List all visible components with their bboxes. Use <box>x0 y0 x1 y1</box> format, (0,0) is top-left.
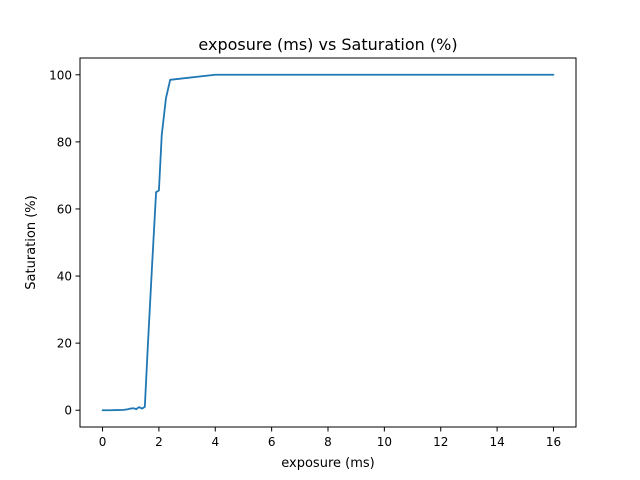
y-tick-label: 20 <box>57 337 72 351</box>
x-axis: 0 2 4 6 8 10 12 14 16 <box>99 427 561 449</box>
y-axis: 0 20 40 60 80 100 <box>49 68 80 418</box>
series-line-0 <box>101 73 555 412</box>
y-tick-label: 80 <box>57 135 72 149</box>
x-tick-label: 6 <box>268 435 276 449</box>
x-tick-label: 16 <box>546 435 561 449</box>
x-axis-label: exposure (ms) <box>281 456 374 471</box>
plot-frame <box>79 57 577 428</box>
y-axis-label: Saturation (%) <box>24 195 39 289</box>
y-tick-label: 0 <box>64 404 72 418</box>
y-tick-label: 100 <box>49 68 72 82</box>
x-tick-label: 14 <box>489 435 504 449</box>
x-tick-label: 4 <box>211 435 219 449</box>
y-tick-label: 60 <box>57 202 72 216</box>
x-tick-label: 8 <box>324 435 332 449</box>
x-tick-label: 12 <box>433 435 448 449</box>
x-tick-label: 2 <box>155 435 163 449</box>
chart-title: exposure (ms) vs Saturation (%) <box>198 35 457 54</box>
x-tick-label: 0 <box>99 435 107 449</box>
y-tick-label: 40 <box>57 270 72 284</box>
x-tick-label: 10 <box>377 435 392 449</box>
plot-area <box>101 73 555 412</box>
